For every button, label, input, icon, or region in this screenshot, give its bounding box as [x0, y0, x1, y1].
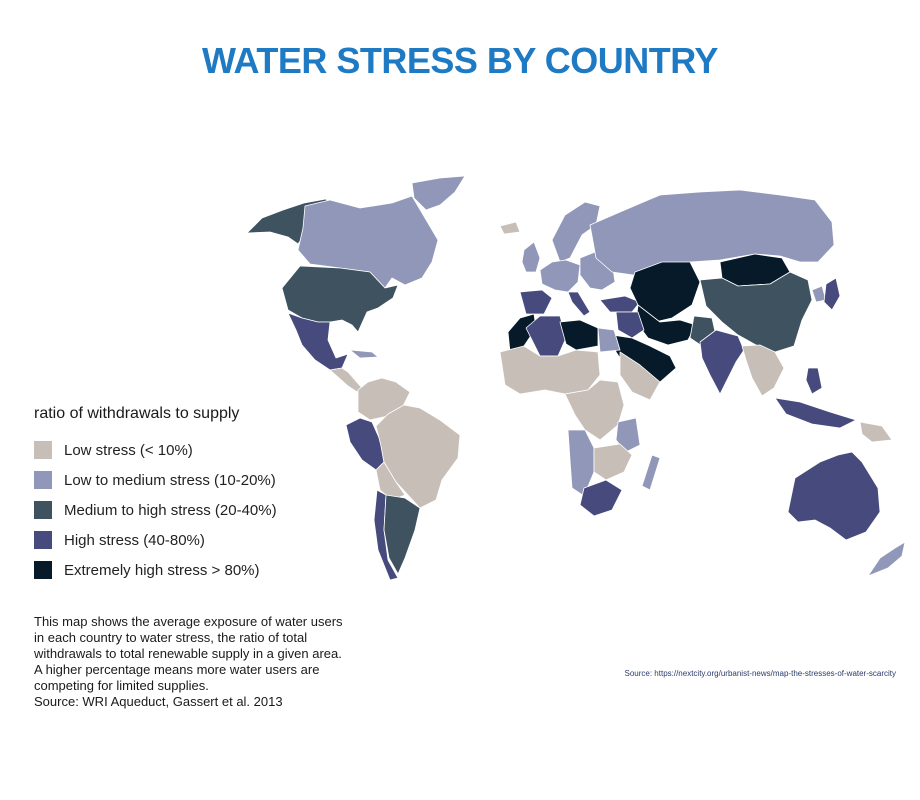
region-caribbean [349, 349, 379, 359]
region-west-africa [499, 345, 601, 395]
region-china [699, 271, 813, 353]
legend-label: High stress (40-80%) [64, 531, 205, 549]
region-southern-africa-inland [593, 443, 633, 481]
description-line: competing for limited supplies. [34, 678, 209, 693]
region-east-africa [615, 417, 641, 453]
region-angola-namibia [567, 429, 595, 497]
region-turkey [599, 295, 641, 313]
legend-item-low-medium: Low to medium stress (10-20%) [34, 465, 277, 495]
legend-swatch [34, 531, 52, 549]
description-line: A higher percentage means more water use… [34, 662, 320, 677]
legend-item-high: High stress (40-80%) [34, 525, 277, 555]
region-iceland [499, 221, 521, 235]
region-philippines [805, 367, 823, 395]
region-united-states [281, 265, 399, 333]
legend-label: Medium to high stress (20-40%) [64, 501, 277, 519]
legend-label: Extremely high stress > 80%) [64, 561, 260, 579]
legend-item-medium-high: Medium to high stress (20-40%) [34, 495, 277, 525]
region-madagascar [641, 454, 661, 491]
legend-swatch [34, 441, 52, 459]
legend-label: Low to medium stress (10-20%) [64, 471, 276, 489]
region-iberia [519, 289, 553, 315]
region-iraq-syria [615, 311, 645, 339]
region-new-zealand [867, 541, 906, 577]
region-south-africa [579, 479, 623, 517]
region-japan [823, 277, 841, 311]
region-central-america [329, 367, 363, 393]
region-mexico [287, 312, 349, 371]
source-url: Source: https://nextcity.org/urbanist-ne… [624, 669, 897, 678]
map-title: WATER STRESS BY COUNTRY [202, 40, 718, 81]
region-argentina [383, 494, 421, 575]
region-western-europe [539, 259, 581, 293]
legend: ratio of withdrawals to supply Low stres… [34, 405, 277, 585]
region-uk-ireland [521, 241, 541, 273]
region-italy [567, 291, 591, 317]
description-source: Source: WRI Aqueduct, Gassert et al. 201… [34, 694, 283, 709]
region-indonesia [774, 397, 857, 429]
region-egypt [597, 327, 621, 353]
legend-item-extremely-high: Extremely high stress > 80%) [34, 555, 277, 585]
region-kazakhstan-central-asia [629, 261, 701, 323]
legend-title: ratio of withdrawals to supply [34, 405, 240, 422]
region-central-africa [564, 379, 625, 441]
region-bolivia-paraguay [375, 461, 406, 501]
legend-item-low: Low stress (< 10%) [34, 435, 277, 465]
region-russia [589, 189, 835, 277]
description-line: This map shows the average exposure of w… [34, 614, 343, 629]
region-india [699, 329, 745, 395]
region-australia [787, 451, 881, 541]
legend-swatch [34, 561, 52, 579]
description-line: in each country to water stress, the rat… [34, 630, 308, 645]
region-southeast-asia [741, 344, 785, 397]
legend-label: Low stress (< 10%) [64, 441, 193, 459]
legend-swatch [34, 471, 52, 489]
region-canada [297, 195, 439, 289]
region-libya [559, 319, 599, 351]
map-description: This map shows the average exposure of w… [34, 614, 404, 710]
region-papua [859, 421, 893, 443]
description-line: withdrawals to total renewable supply in… [34, 646, 342, 661]
region-horn-of-africa [619, 351, 661, 401]
legend-swatch [34, 501, 52, 519]
region-brazil [375, 404, 461, 509]
region-greenland [411, 175, 466, 211]
